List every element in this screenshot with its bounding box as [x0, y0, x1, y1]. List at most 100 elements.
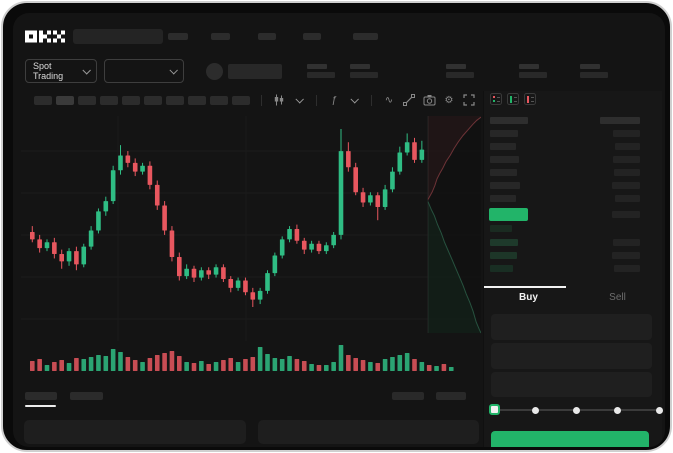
slider-stop[interactable]: [655, 406, 663, 414]
okx-logo[interactable]: OKX: [25, 30, 65, 43]
bottom-tab-active[interactable]: [25, 392, 57, 400]
ask-row[interactable]: [484, 143, 662, 153]
timeframe-button-placeholder[interactable]: [34, 95, 52, 105]
camera-icon[interactable]: [422, 93, 436, 107]
trendline-icon[interactable]: [402, 93, 416, 107]
nav-link-placeholder[interactable]: [303, 32, 321, 40]
ask-row[interactable]: [484, 156, 662, 166]
bid-price-placeholder: [490, 225, 512, 232]
buy-sell-tabs: Buy Sell: [484, 290, 662, 306]
nav-link-placeholder[interactable]: [168, 32, 188, 40]
book-asks-icon[interactable]: [524, 93, 536, 105]
submit-buy-button[interactable]: [491, 431, 649, 447]
timeframe-button-placeholder[interactable]: [166, 95, 184, 105]
last-price-amount-placeholder: [612, 211, 640, 218]
chevron-down-icon: [82, 66, 91, 75]
slider-stop[interactable]: [573, 406, 580, 414]
chevron-down-icon[interactable]: [292, 93, 306, 107]
ask-amount-placeholder: [612, 182, 640, 189]
slider-stop[interactable]: [614, 406, 622, 414]
nav-link-placeholder[interactable]: [353, 32, 378, 40]
pair-dropdown[interactable]: [104, 59, 184, 83]
bid-amount-placeholder: [612, 252, 640, 259]
bid-row[interactable]: [484, 252, 662, 262]
stat-value-placeholder: [446, 72, 474, 78]
bottom-tab-underline: [25, 405, 56, 407]
bid-amount-placeholder: [614, 265, 640, 272]
stat-value-placeholder: [580, 72, 608, 78]
candlestick-chart-canvas: [21, 116, 482, 371]
line-wave-icon[interactable]: ∿: [384, 94, 394, 106]
book-bids-icon[interactable]: [507, 93, 519, 105]
timeframe-button-placeholder[interactable]: [100, 95, 118, 105]
bottom-tab[interactable]: [70, 392, 103, 400]
timeframe-button-placeholder[interactable]: [188, 95, 206, 105]
ask-row[interactable]: [484, 130, 662, 140]
candlestick-chart-icon[interactable]: [272, 93, 286, 107]
ask-price-placeholder: [490, 182, 520, 189]
ticker-stat: [307, 64, 335, 78]
slider-stop[interactable]: [531, 406, 539, 414]
bottom-input-right[interactable]: [258, 420, 479, 444]
pair-name-placeholder: [228, 63, 282, 79]
tab-sell[interactable]: Sell: [609, 292, 626, 303]
divider: [261, 94, 262, 106]
bid-row[interactable]: [484, 225, 662, 235]
stat-label-placeholder: [350, 64, 370, 69]
last-price-bar[interactable]: [489, 208, 528, 221]
ask-amount-placeholder: [615, 195, 640, 202]
book-combined-icon[interactable]: [490, 93, 502, 105]
slider-handle[interactable]: [488, 404, 500, 415]
divider: [316, 94, 317, 106]
amount-input[interactable]: [491, 343, 652, 369]
market-type-dropdown[interactable]: Spot Trading: [25, 59, 97, 83]
logo-text: OKX: [25, 43, 26, 44]
fullscreen-icon[interactable]: [462, 93, 476, 107]
timeframe-button-placeholder[interactable]: [210, 95, 228, 105]
price-chart[interactable]: [21, 111, 482, 379]
trade-panel: Buy Sell: [483, 91, 663, 447]
timeframe-button-placeholder[interactable]: [56, 95, 74, 105]
total-input[interactable]: [491, 372, 652, 397]
ask-amount-placeholder: [614, 169, 640, 176]
indicators-icon[interactable]: ƒ: [331, 94, 337, 106]
chevron-down-icon[interactable]: [347, 93, 361, 107]
ticker-stat: [580, 64, 608, 78]
bid-amount-placeholder: [613, 239, 640, 246]
bid-row[interactable]: [484, 265, 662, 275]
nav-link-placeholder[interactable]: [211, 32, 230, 40]
ask-row[interactable]: [484, 169, 662, 179]
ticker-stat: [519, 64, 547, 78]
amount-percent-slider[interactable]: [484, 403, 663, 417]
settings-gear-icon[interactable]: ⚙: [444, 94, 454, 106]
ticker-stats-right: [446, 64, 608, 78]
timeframe-button-placeholder[interactable]: [78, 95, 96, 105]
bottom-action-button[interactable]: [392, 392, 424, 400]
nav-links: [163, 32, 378, 40]
stat-label-placeholder: [580, 64, 600, 69]
bottom-input-left[interactable]: [24, 420, 246, 444]
bid-price-placeholder: [490, 265, 513, 272]
timeframe-button-placeholder[interactable]: [122, 95, 140, 105]
bid-row[interactable]: [484, 239, 662, 249]
market-bar: Spot Trading: [13, 58, 665, 84]
tab-buy[interactable]: Buy: [519, 292, 538, 303]
search-input[interactable]: [73, 28, 163, 44]
ask-price-placeholder: [490, 195, 516, 202]
ask-row[interactable]: [484, 182, 662, 192]
timeframe-button-placeholder[interactable]: [232, 95, 250, 105]
stat-value-placeholder: [519, 72, 547, 78]
bottom-action-button[interactable]: [436, 392, 466, 400]
nav-link-placeholder[interactable]: [258, 32, 276, 40]
timeframe-button-placeholder[interactable]: [144, 95, 162, 105]
ask-price-placeholder: [490, 156, 519, 163]
ask-price-placeholder: [490, 143, 516, 150]
ask-row[interactable]: [484, 195, 662, 205]
stat-value-placeholder: [350, 72, 378, 78]
stat-label-placeholder: [446, 64, 466, 69]
market-type-label: Spot Trading: [33, 61, 64, 81]
ask-amount-placeholder: [615, 143, 640, 150]
price-input[interactable]: [491, 314, 652, 340]
stat-value-placeholder: [307, 72, 335, 78]
